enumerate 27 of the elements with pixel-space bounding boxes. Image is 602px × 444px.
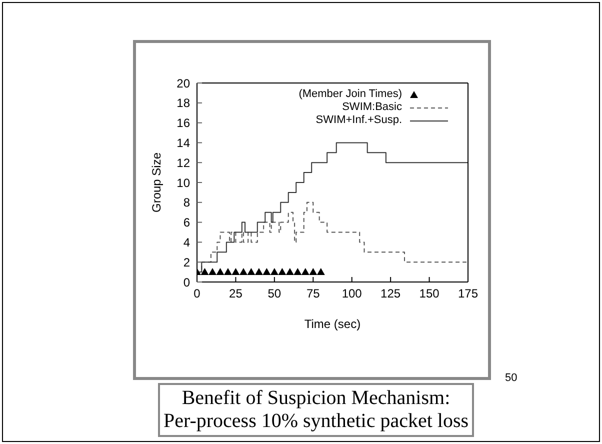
y-tick-label: 6 <box>183 216 190 230</box>
text: Benefit of Suspicion Mechanism: <box>180 387 452 410</box>
x-tick-label: 25 <box>229 286 243 301</box>
text: 50 <box>505 372 518 384</box>
legend-label: (Member Join Times) <box>298 88 402 101</box>
x-tick-label: 0 <box>194 286 201 301</box>
y-tick-label: 8 <box>183 196 190 210</box>
y-tick-label: 14 <box>176 136 190 150</box>
x-tick-label: 150 <box>419 286 440 301</box>
y-axis-title: Group Size <box>149 152 164 213</box>
y-tick-label: 18 <box>176 96 190 110</box>
x-tick-label: 125 <box>380 286 401 301</box>
x-tick-label: 100 <box>342 286 362 301</box>
x-tick-label: 175 <box>458 286 478 301</box>
y-tick-label: 16 <box>176 116 190 130</box>
x-tick-label: 50 <box>268 286 282 301</box>
text: Per-process 10% synthetic packet loss <box>162 410 470 433</box>
y-tick-label: 0 <box>183 275 190 290</box>
y-tick-label: 12 <box>176 156 190 170</box>
y-tick-label: 20 <box>176 76 190 90</box>
y-tick-label: 4 <box>183 235 190 250</box>
y-tick-label: 2 <box>183 255 190 270</box>
x-tick-label: 75 <box>306 286 320 301</box>
legend-label: SWIM+Inf.+Susp. <box>316 114 402 127</box>
legend-label: SWIM:Basic <box>342 101 402 114</box>
y-tick-label: 10 <box>176 176 190 190</box>
x-axis-title: Time (sec) <box>304 317 361 331</box>
